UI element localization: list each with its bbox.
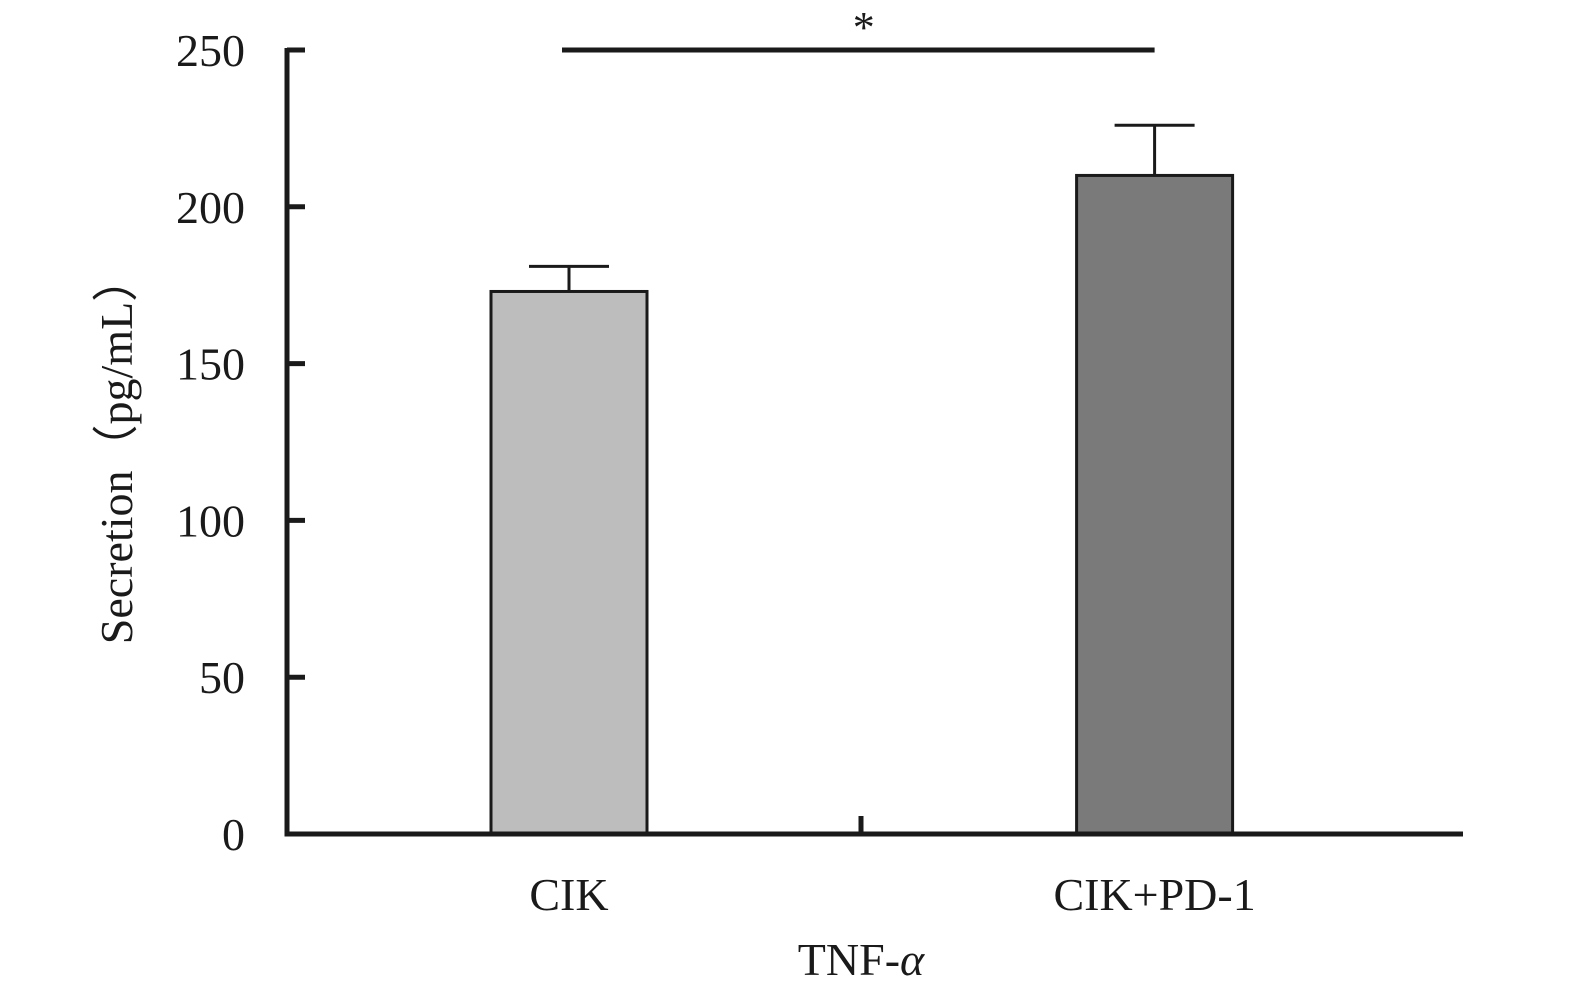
bar: [1075, 173, 1235, 836]
x-tick-labels-group: CIK CIK+PD-1: [529, 869, 1255, 920]
x-axis-title-prefix: TNF-: [798, 934, 900, 985]
x-tick-label: CIK: [529, 869, 608, 920]
y-tick-label: 200: [176, 182, 245, 233]
y-tick-label: 50: [199, 652, 245, 703]
bars-group: [489, 173, 1235, 836]
y-tick-label: 0: [222, 809, 245, 860]
y-ticks-group: 0 50 100 150 200 250: [176, 25, 305, 860]
axes-group: [284, 48, 1463, 837]
significance-label: *: [853, 3, 875, 52]
y-tick-label: 100: [176, 495, 245, 546]
y-tick-label: 150: [176, 339, 245, 390]
significance-group: *: [562, 3, 1155, 53]
bar: [489, 289, 649, 836]
error-bars-group: [529, 123, 1195, 292]
y-axis-title: Secretion（pg/mL）: [91, 256, 142, 644]
x-axis-title: TNF-α: [798, 934, 925, 985]
y-tick-label: 250: [176, 25, 245, 76]
x-axis-title-symbol: α: [900, 934, 925, 985]
x-tick-label: CIK+PD-1: [1053, 869, 1255, 920]
